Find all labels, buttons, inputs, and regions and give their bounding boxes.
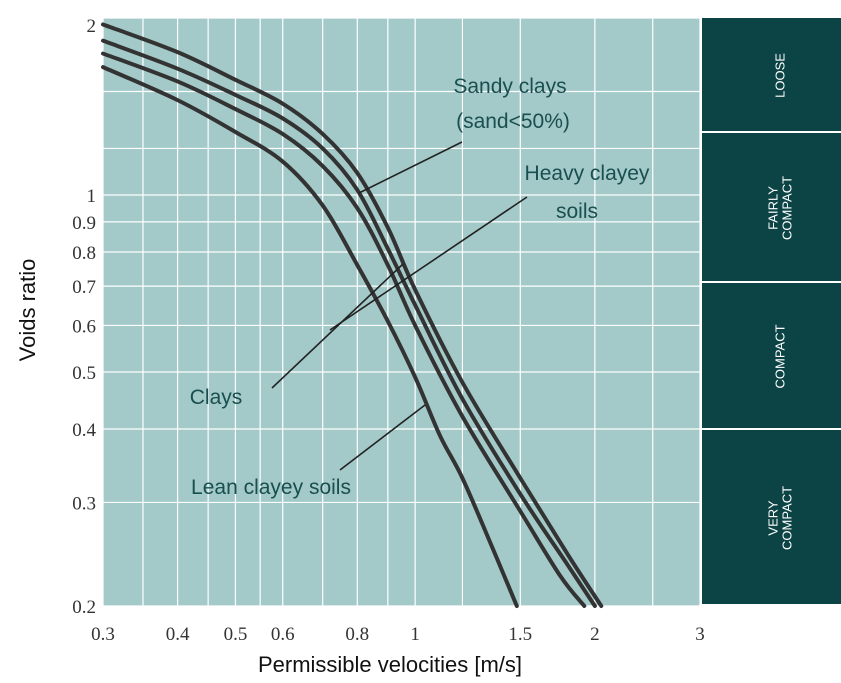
y-tick-label: 0.3 — [72, 493, 96, 514]
density-band-label: FAIRLY — [765, 186, 780, 230]
series-leader-line — [339, 404, 426, 471]
series-leader-line — [329, 196, 528, 331]
series-curves — [101, 22, 604, 608]
plot-background — [103, 18, 700, 606]
y-tick-labels: 0.2 0.3 0.4 0.5 0.6 0.7 0.8 0.9 1 2 — [72, 16, 96, 618]
density-band — [702, 283, 841, 428]
series-label: Sandy clays — [453, 75, 566, 98]
x-tick-label: 2 — [590, 624, 600, 645]
series-label: Heavy clayey — [525, 162, 650, 185]
x-tick-label: 0.5 — [224, 624, 248, 645]
density-band-label: COMPACT — [772, 324, 787, 388]
x-tick-label: 0.4 — [166, 624, 190, 645]
x-axis-title: Permissible velocities [m/s] — [258, 652, 522, 677]
x-tick-label: 1.5 — [508, 624, 532, 645]
series-label: soils — [556, 200, 598, 223]
density-band — [702, 430, 841, 604]
y-tick-label: 0.4 — [72, 420, 96, 441]
y-tick-label: 0.9 — [72, 213, 96, 234]
series-curve — [101, 51, 587, 608]
density-band-label: LOOSE — [772, 53, 787, 98]
series-leader-line — [358, 141, 463, 194]
series-curve — [101, 65, 519, 608]
x-tick-label: 0.8 — [345, 624, 369, 645]
series-curve — [101, 22, 604, 608]
series-curve — [101, 38, 597, 608]
y-tick-label: 1 — [87, 186, 97, 207]
y-tick-label: 0.7 — [72, 277, 96, 298]
x-tick-label: 3 — [695, 624, 705, 645]
density-band-label: COMPACT — [779, 486, 794, 550]
y-tick-label: 0.5 — [72, 363, 96, 384]
density-band — [702, 133, 841, 281]
y-tick-label: 0.6 — [72, 316, 96, 337]
series-leader-line — [271, 263, 404, 389]
series-label: (sand<50%) — [456, 110, 570, 133]
x-tick-label: 1 — [410, 624, 420, 645]
x-tick-label: 0.3 — [91, 624, 115, 645]
leader-lines — [271, 141, 528, 471]
y-tick-label: 0.2 — [72, 597, 96, 618]
density-band-label: VERY — [765, 500, 780, 535]
series-label: Lean clayey soils — [191, 476, 351, 499]
y-axis-title: Voids ratio — [15, 259, 40, 362]
x-tick-label: 0.6 — [271, 624, 295, 645]
y-tick-label: 2 — [87, 16, 97, 37]
density-band — [702, 18, 841, 131]
grid — [102, 17, 701, 607]
density-band-label: COMPACT — [779, 176, 794, 240]
series-labels: Sandy clays (sand<50%) Heavy clayey soils Cl… — [190, 75, 650, 499]
y-tick-label: 0.8 — [72, 243, 96, 264]
x-tick-labels: 0.3 0.4 0.5 0.6 0.8 1 1.5 2 3 — [91, 624, 705, 645]
series-label: Clays — [190, 386, 243, 409]
